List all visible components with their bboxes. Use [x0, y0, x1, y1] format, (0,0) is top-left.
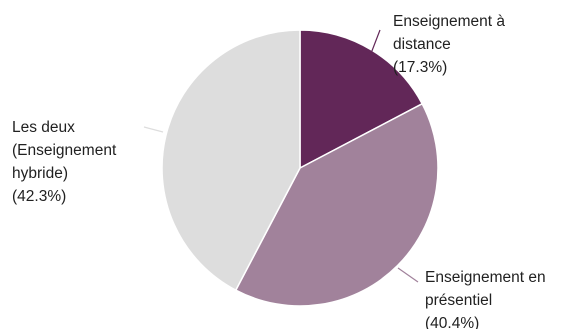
pie-slices: [161, 29, 439, 307]
slice-distance-leader-line: [369, 29, 381, 57]
slice-hybride: [161, 29, 301, 292]
slice-hybride-leader-line: [143, 126, 164, 133]
label-distance-line-1: Enseignement à: [393, 13, 505, 30]
slice-labels: Enseignement à distance (17.3%) Enseigne…: [12, 13, 546, 329]
label-distance-line-2: distance: [393, 36, 451, 53]
label-hybride-line-4: (42.3%): [12, 188, 66, 205]
label-presentiel-line-3: (40.4%): [425, 315, 479, 329]
label-hybride-line-3: hybride): [12, 165, 68, 182]
label-presentiel-line-1: Enseignement en: [425, 269, 546, 286]
slice-presentiel-leader-line: [397, 267, 419, 283]
label-hybride-line-2: (Enseignement: [12, 142, 117, 159]
slice-presentiel: [234, 102, 439, 307]
slice-distance: [299, 29, 424, 170]
label-presentiel-line-2: présentiel: [425, 292, 492, 309]
label-distance-line-3: (17.3%): [393, 59, 447, 76]
label-hybride-line-1: Les deux: [12, 119, 75, 136]
leader-lines: [143, 29, 419, 283]
